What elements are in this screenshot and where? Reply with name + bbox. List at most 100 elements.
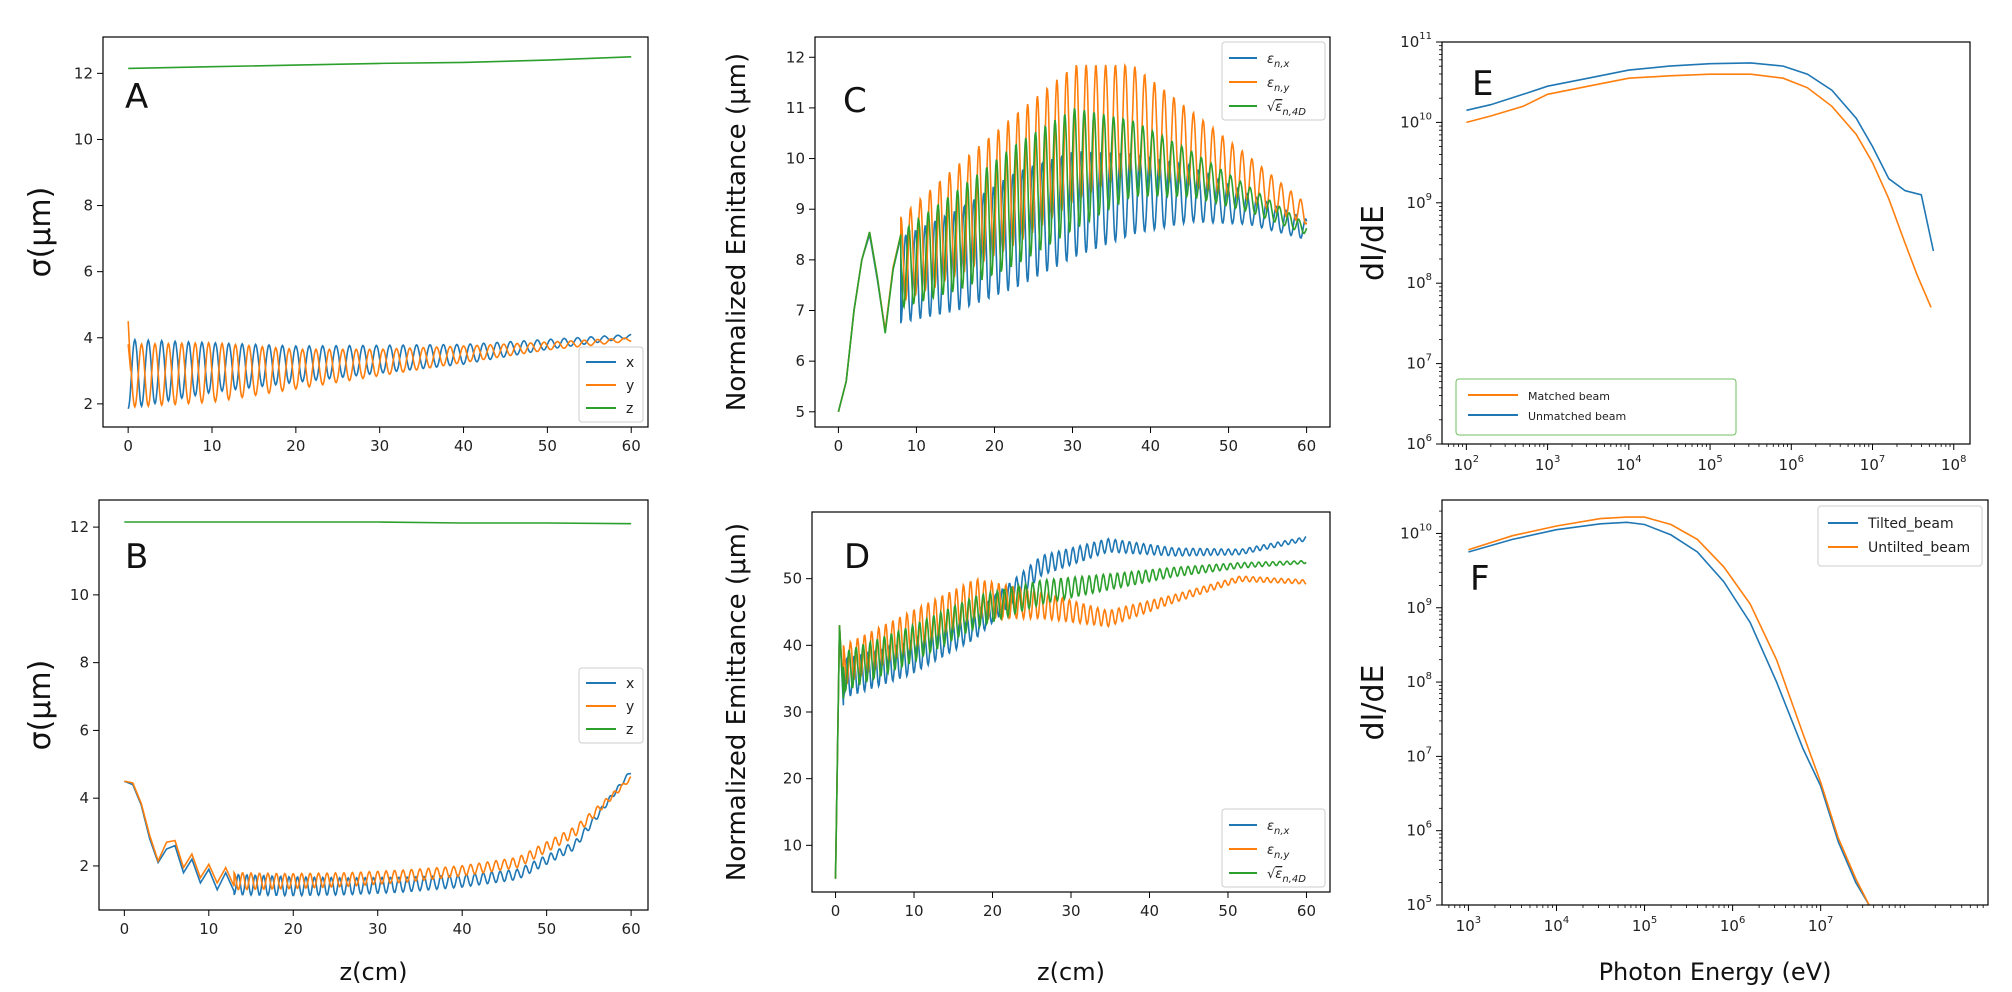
x-tick-label: 0 [834, 437, 844, 455]
panel-a: 0 10 20 30 40 50 60 2 4 6 8 10 12 Aσ(μm) xyz [23, 36, 649, 455]
x-axis-label: z(cm) [340, 958, 408, 986]
y-tick-label: 109 [1407, 192, 1432, 212]
y-tick-label: 105 [1407, 894, 1432, 914]
y-tick-label: 6 [83, 263, 93, 281]
legend-label: z [626, 401, 633, 417]
panel-b: 0 10 20 30 40 50 60 2 4 6 8 10 12 Bσ(μm) z(cm) xyz [23, 499, 649, 986]
x-tick-label: 108 [1941, 454, 1966, 474]
y-tick-label: 7 [795, 302, 805, 320]
y-tick-label: 10 [70, 586, 89, 604]
x-tick-label: 10 [907, 437, 926, 455]
x-tick-label: 30 [1061, 902, 1080, 920]
x-tick-label: 50 [1218, 902, 1237, 920]
legend-label: εn,y [1267, 76, 1291, 94]
legend: εn,x εn,y √εn,4D [1221, 41, 1326, 121]
legend-box [1817, 505, 1983, 567]
x-tick-label: 60 [622, 920, 641, 938]
x-tick-label: 50 [537, 920, 556, 938]
x-tick-label: 0 [831, 902, 841, 920]
x-tick-label: 40 [453, 920, 472, 938]
legend-label: Unmatched beam [1528, 410, 1626, 423]
y-tick-label: 10 [74, 130, 93, 148]
x-tick-label: 20 [983, 902, 1002, 920]
x-tick-label: 104 [1544, 915, 1569, 935]
legend-label: y [626, 699, 634, 715]
y-tick-label: 12 [786, 48, 805, 66]
legend-label: √εn,4D [1267, 867, 1306, 885]
x-tick-label: 30 [1063, 437, 1082, 455]
y-tick-label: 106 [1407, 433, 1432, 453]
panel-label: E [1472, 64, 1493, 104]
x-tick-label: 107 [1860, 454, 1885, 474]
y-tick-label: 1010 [1400, 111, 1432, 131]
series-line-a-1 [127, 321, 632, 409]
legend: xyz [578, 346, 644, 423]
x-tick-label: 106 [1720, 915, 1745, 935]
x-tick-label: 50 [538, 437, 557, 455]
y-axis-label: Normalized Emittance (μm) [722, 523, 752, 881]
x-tick-label: 60 [1297, 902, 1316, 920]
legend-box [1221, 41, 1326, 121]
y-tick-label: 2 [79, 857, 89, 875]
y-tick-label: 11 [786, 99, 805, 117]
panel-e: 102 103 104 105 106 107 108 106 107 108 109 1010 101… [1356, 31, 1971, 474]
series-line-d-2 [834, 559, 1307, 879]
y-tick-label: 10 [786, 150, 805, 168]
x-tick-label: 30 [370, 437, 389, 455]
y-tick-label: 6 [79, 721, 89, 739]
legend: εn,x εn,y √εn,4D [1221, 808, 1326, 888]
y-tick-label: 20 [783, 770, 802, 788]
x-tick-label: 40 [1140, 902, 1159, 920]
legend-label: Matched beam [1528, 390, 1610, 403]
series-line-f-0 [1468, 521, 1870, 905]
y-tick-label: 109 [1407, 597, 1432, 617]
y-tick-label: 8 [795, 251, 805, 269]
legend-label: x [626, 676, 634, 692]
legend-label: Tilted_beam [1867, 516, 1954, 532]
series-line-b-2 [124, 521, 632, 525]
y-tick-label: 30 [783, 703, 802, 721]
x-tick-label: 40 [1141, 437, 1160, 455]
y-tick-label: 40 [783, 636, 802, 654]
y-tick-label: 108 [1407, 272, 1432, 292]
y-tick-label: 107 [1407, 353, 1432, 373]
legend-label: y [626, 378, 634, 394]
y-tick-label: 12 [74, 64, 93, 82]
panel-label: B [125, 537, 148, 577]
panel-label: D [844, 537, 870, 577]
series-line-e-1 [1466, 73, 1932, 308]
y-tick-label: 10 [783, 836, 802, 854]
y-tick-label: 106 [1407, 820, 1432, 840]
legend-box [1221, 808, 1326, 888]
y-tick-label: 8 [79, 654, 89, 672]
y-tick-label: 4 [83, 329, 93, 347]
legend-box [1455, 378, 1737, 436]
plot-frame [98, 499, 649, 911]
x-axis-label: Photon Energy (eV) [1599, 958, 1832, 986]
plot-frame [102, 36, 649, 428]
panel-label: C [843, 81, 867, 121]
x-tick-label: 50 [1219, 437, 1238, 455]
x-tick-label: 107 [1808, 915, 1833, 935]
y-axis-label: Normalized Emittance (μm) [722, 53, 752, 411]
y-tick-label: 108 [1407, 671, 1432, 691]
legend-label: Untilted_beam [1868, 540, 1970, 556]
series-line-f-1 [1468, 516, 1870, 905]
y-tick-label: 1010 [1400, 522, 1432, 542]
panel-label: F [1470, 559, 1490, 599]
y-axis-label: σ(μm) [23, 187, 58, 278]
x-tick-label: 105 [1697, 454, 1722, 474]
plot-frame [811, 511, 1331, 893]
x-tick-label: 10 [904, 902, 923, 920]
x-tick-label: 104 [1616, 454, 1641, 474]
y-tick-label: 50 [783, 570, 802, 588]
panel-f: 103 104 105 106 107 105 106 107 108 109 1010 FdI/dE… [1356, 499, 1989, 986]
legend-label: √εn,4D [1267, 100, 1306, 118]
x-tick-label: 0 [120, 920, 130, 938]
legend: Tilted_beam Untilted_beam [1817, 505, 1983, 567]
panel-d: 0 10 20 30 40 50 60 10 20 30 40 50 D Normalized Emitt… [722, 511, 1331, 986]
x-tick-label: 102 [1454, 454, 1479, 474]
series-line-a-2 [128, 56, 632, 70]
plot-frame [1441, 499, 1989, 906]
y-tick-label: 12 [70, 518, 89, 536]
